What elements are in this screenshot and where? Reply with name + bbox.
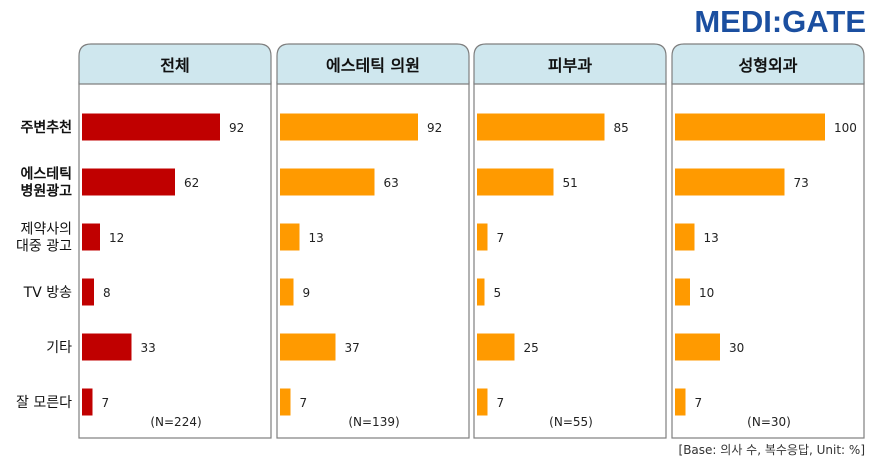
bar [675,388,686,416]
medigate-logo: MEDI:GATE [694,4,866,39]
bar [82,113,220,141]
sample-size-label: (N=139) [348,415,399,429]
value-label: 12 [109,231,124,245]
value-label: 63 [384,176,399,190]
value-label: 9 [303,286,311,300]
bar [280,333,336,361]
value-label: 10 [699,286,714,300]
category-label: 기타 [46,340,72,356]
bar [477,278,485,306]
value-label: 100 [834,121,857,135]
panel: 에스테틱 의원 92 63 13 9 37 7 (N=139) [276,43,470,439]
value-label: 13 [309,231,324,245]
panel-title: 전체 [160,56,189,75]
value-label: 51 [563,176,578,190]
footnote: [Base: 의사 수, 복수응답, Unit: %] [679,443,865,457]
panel: 성형외과 100 73 13 10 30 7 (N=30) [671,43,865,439]
bar [280,113,418,141]
category-label: 잘 모른다 [16,395,72,411]
value-label: 7 [497,396,505,410]
value-label: 30 [729,341,744,355]
value-label: 7 [695,396,703,410]
panel-title: 성형외과 [739,56,798,75]
bar [280,168,375,196]
bar [82,388,93,416]
sample-size-label: (N=224) [150,415,201,429]
category-label: 에스테틱 [20,166,72,183]
panel-header [671,43,865,85]
chart-panels: 전체 92 62 12 8 33 7 (N=224) 에스테틱 의원 92 63 13 9 37 7 (N=1… [78,43,865,439]
value-label: 7 [300,396,308,410]
bar [675,113,825,141]
bar [82,333,132,361]
bar [477,388,488,416]
value-label: 13 [704,231,719,245]
sample-size-label: (N=55) [549,415,593,429]
value-label: 7 [497,231,505,245]
panel: 전체 92 62 12 8 33 7 (N=224) [78,43,272,439]
panel-frame [473,81,667,439]
bar [675,168,785,196]
value-label: 92 [229,121,244,135]
value-label: 5 [494,286,502,300]
value-label: 7 [102,396,110,410]
panel-title: 피부과 [548,56,592,75]
value-label: 37 [345,341,360,355]
bar [477,223,488,251]
panel-title: 에스테틱 의원 [326,56,420,75]
bar [675,333,720,361]
value-label: 92 [427,121,442,135]
bar [82,278,94,306]
panel-frame [78,81,272,439]
category-label: 주변추천 [20,120,72,136]
bar [477,113,605,141]
bar [82,168,175,196]
category-label: 병원광고 [20,183,72,200]
panel-header [78,43,272,85]
bar [82,223,100,251]
category-label: 대중 광고 [16,239,72,255]
panel-frame [671,81,865,439]
panel-header [276,43,470,85]
bar [280,223,300,251]
category-label: TV 방송 [23,285,72,301]
bar [675,278,690,306]
bar [280,388,291,416]
value-label: 62 [184,176,199,190]
bar [477,333,515,361]
bar [280,278,294,306]
value-label: 33 [141,341,156,355]
value-label: 25 [524,341,539,355]
bar [675,223,695,251]
value-label: 8 [103,286,111,300]
bar [477,168,554,196]
category-label: 제약사의 [20,222,72,238]
panel: 피부과 85 51 7 5 25 7 (N=55) [473,43,667,439]
value-label: 73 [794,176,809,190]
value-label: 85 [614,121,629,135]
sample-size-label: (N=30) [747,415,791,429]
panel-header [473,43,667,85]
panel-frame [276,81,470,439]
